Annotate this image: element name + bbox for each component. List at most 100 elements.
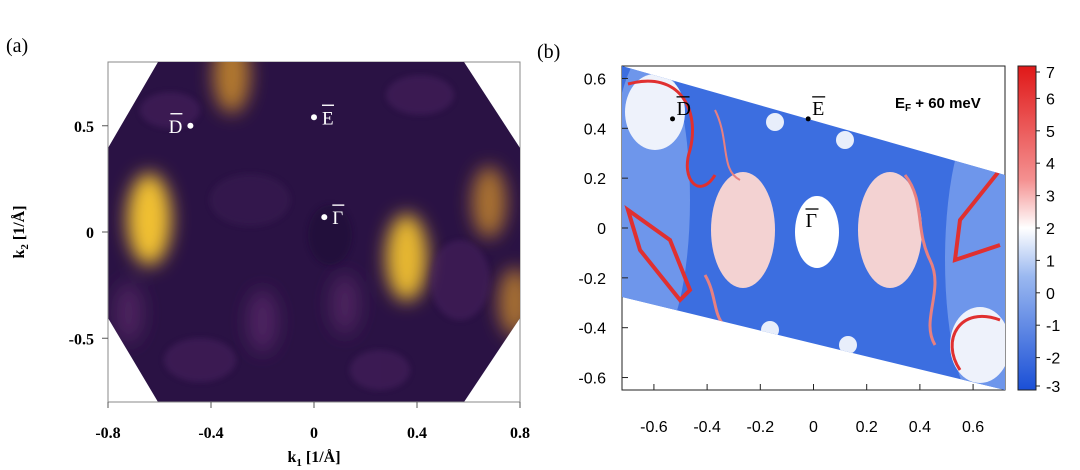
white-blob-bottom-right xyxy=(950,307,1005,383)
panel-b-annotation-main: E xyxy=(895,95,905,112)
x-tick-label: 0.6 xyxy=(962,419,984,436)
colorbar-ticks: 7 6 5 4 3 2 1 0 -1 -2 -3 xyxy=(1036,65,1060,396)
x-tick-label: -0.2 xyxy=(747,419,775,436)
red-contour xyxy=(952,168,1002,263)
heatmap-hotspot xyxy=(471,166,507,238)
red-contour xyxy=(714,109,741,181)
heatmap-hotspot xyxy=(330,273,360,335)
colorbar-tick-label: -2 xyxy=(1046,351,1060,368)
panel-b-features xyxy=(622,66,1005,390)
panel-b-points: D E Γ xyxy=(670,96,826,232)
texture-blob xyxy=(210,174,290,226)
colorbar-tick-label: 4 xyxy=(1046,156,1055,173)
panel-b-label: (b) xyxy=(537,41,560,63)
symmetry-point-dot xyxy=(321,214,328,221)
colorbar-tick-label: 0 xyxy=(1046,286,1055,303)
panel-a-texture xyxy=(140,75,490,390)
panel-a-xlabel-main: k xyxy=(287,449,296,466)
panel-b-ticks: -0.6 -0.4 -0.2 0 0.2 0.4 0.6 0.6 0.4 0.2 0 -0.2 -0.4… xyxy=(578,71,984,436)
colorbar-tick-label: 7 xyxy=(1046,65,1055,82)
x-tick-label: -0.6 xyxy=(640,419,668,436)
panel-b-annotation: EF + 60 meV xyxy=(895,95,981,114)
texture-blob xyxy=(308,205,352,265)
x-tick-label: 0 xyxy=(310,425,318,442)
heatmap-hotspot xyxy=(385,214,428,301)
panel-a-plot: D E Γ xyxy=(107,61,521,403)
symmetry-point-dot xyxy=(805,116,811,122)
x-tick-label: 0.2 xyxy=(856,419,878,436)
colorbar-tick-label: 1 xyxy=(1046,253,1055,270)
panel-a-points: D E Γ xyxy=(169,104,345,229)
red-contour xyxy=(624,204,693,303)
red-contour xyxy=(627,79,717,188)
panel-a-label: (a) xyxy=(6,35,28,57)
texture-blob xyxy=(386,75,454,115)
symmetry-point-dot xyxy=(187,122,194,129)
heatmap-hotspot xyxy=(247,289,278,353)
x-tick-label: -0.4 xyxy=(693,419,721,436)
symmetry-point-dot xyxy=(670,116,676,122)
texture-blob xyxy=(140,92,200,128)
symmetry-point-label: E xyxy=(322,108,334,129)
symmetry-point-label: Γ xyxy=(332,208,343,229)
y-tick-label: 0.4 xyxy=(584,121,606,138)
y-tick-label: 0 xyxy=(86,225,94,242)
colorbar-tick-label: 6 xyxy=(1046,91,1055,108)
symmetry-point-label: D xyxy=(677,98,691,120)
red-contour xyxy=(950,314,1001,371)
pink-lens-left xyxy=(711,172,775,288)
y-tick-label: -0.4 xyxy=(578,321,606,338)
panel-a-ylabel: k2 [1/Å] xyxy=(10,205,31,258)
panel-a-ticks: -0.8 -0.4 0 0.4 0.8 0.5 0 -0.5 xyxy=(69,119,530,442)
x-tick-label: 0.4 xyxy=(407,425,427,442)
heatmap-hotspot xyxy=(127,173,172,266)
colorbar-tick-label: 5 xyxy=(1046,124,1055,141)
texture-blob xyxy=(350,350,410,390)
red-contour xyxy=(903,174,937,346)
colorbar-tick-label: -3 xyxy=(1046,379,1060,396)
panel-b-annotation-rest: + 60 meV xyxy=(911,95,981,112)
y-tick-label: -0.6 xyxy=(578,371,606,388)
white-dot xyxy=(836,131,854,149)
colorbar-tick-label: 2 xyxy=(1046,221,1055,238)
symmetry-point-label: Γ xyxy=(806,210,818,232)
heatmap-hotspot xyxy=(113,282,144,344)
y-tick-label: -0.5 xyxy=(69,331,94,348)
colorbar-tick-label: -1 xyxy=(1046,318,1060,335)
y-tick-label: -0.2 xyxy=(578,271,606,288)
pink-lens-right xyxy=(858,172,922,288)
heatmap-hotspot xyxy=(498,267,520,337)
symmetry-point-label: E xyxy=(812,98,824,120)
white-dot xyxy=(839,336,857,354)
x-tick-label: 0.4 xyxy=(909,419,931,436)
x-tick-label: 0 xyxy=(809,419,818,436)
panel-a-xlabel-sub: 1 xyxy=(296,457,302,469)
x-tick-label: 0.8 xyxy=(510,425,530,442)
panel-b-annotation-sub: F xyxy=(905,103,911,114)
panel-a-ylabel-sub: 2 xyxy=(19,244,31,250)
texture-blob xyxy=(164,338,236,382)
panel-a-ylabel-unit: [1/Å] xyxy=(10,205,28,244)
colorbar-bar xyxy=(1017,65,1037,391)
symmetry-point-label: D xyxy=(169,117,183,138)
y-tick-label: 0 xyxy=(597,221,606,238)
panel-a-hotspots xyxy=(113,62,520,353)
panel-a-axes: -0.8 -0.4 0 0.4 0.8 0.5 0 -0.5 xyxy=(69,62,530,442)
white-dot xyxy=(761,321,779,339)
x-tick-label: -0.8 xyxy=(95,425,120,442)
white-dot xyxy=(766,113,784,131)
heatmap-hotspot xyxy=(213,62,251,113)
y-tick-label: 0.5 xyxy=(74,119,94,136)
panel-a-xlabel-unit: [1/Å] xyxy=(302,448,341,466)
colorbar-tick-label: 3 xyxy=(1046,189,1055,206)
symmetry-point-dot xyxy=(311,114,317,121)
y-tick-label: 0.2 xyxy=(584,171,606,188)
x-tick-label: -0.4 xyxy=(198,425,223,442)
gamma-oval xyxy=(795,196,839,268)
panel-a-ylabel-main: k xyxy=(11,250,28,259)
panel-a-xlabel: k1 [1/Å] xyxy=(287,448,340,469)
texture-blob xyxy=(430,240,490,320)
y-tick-label: 0.6 xyxy=(584,71,606,88)
panel-b-plot: D EΓ EF + 60 meV xyxy=(621,65,1006,391)
